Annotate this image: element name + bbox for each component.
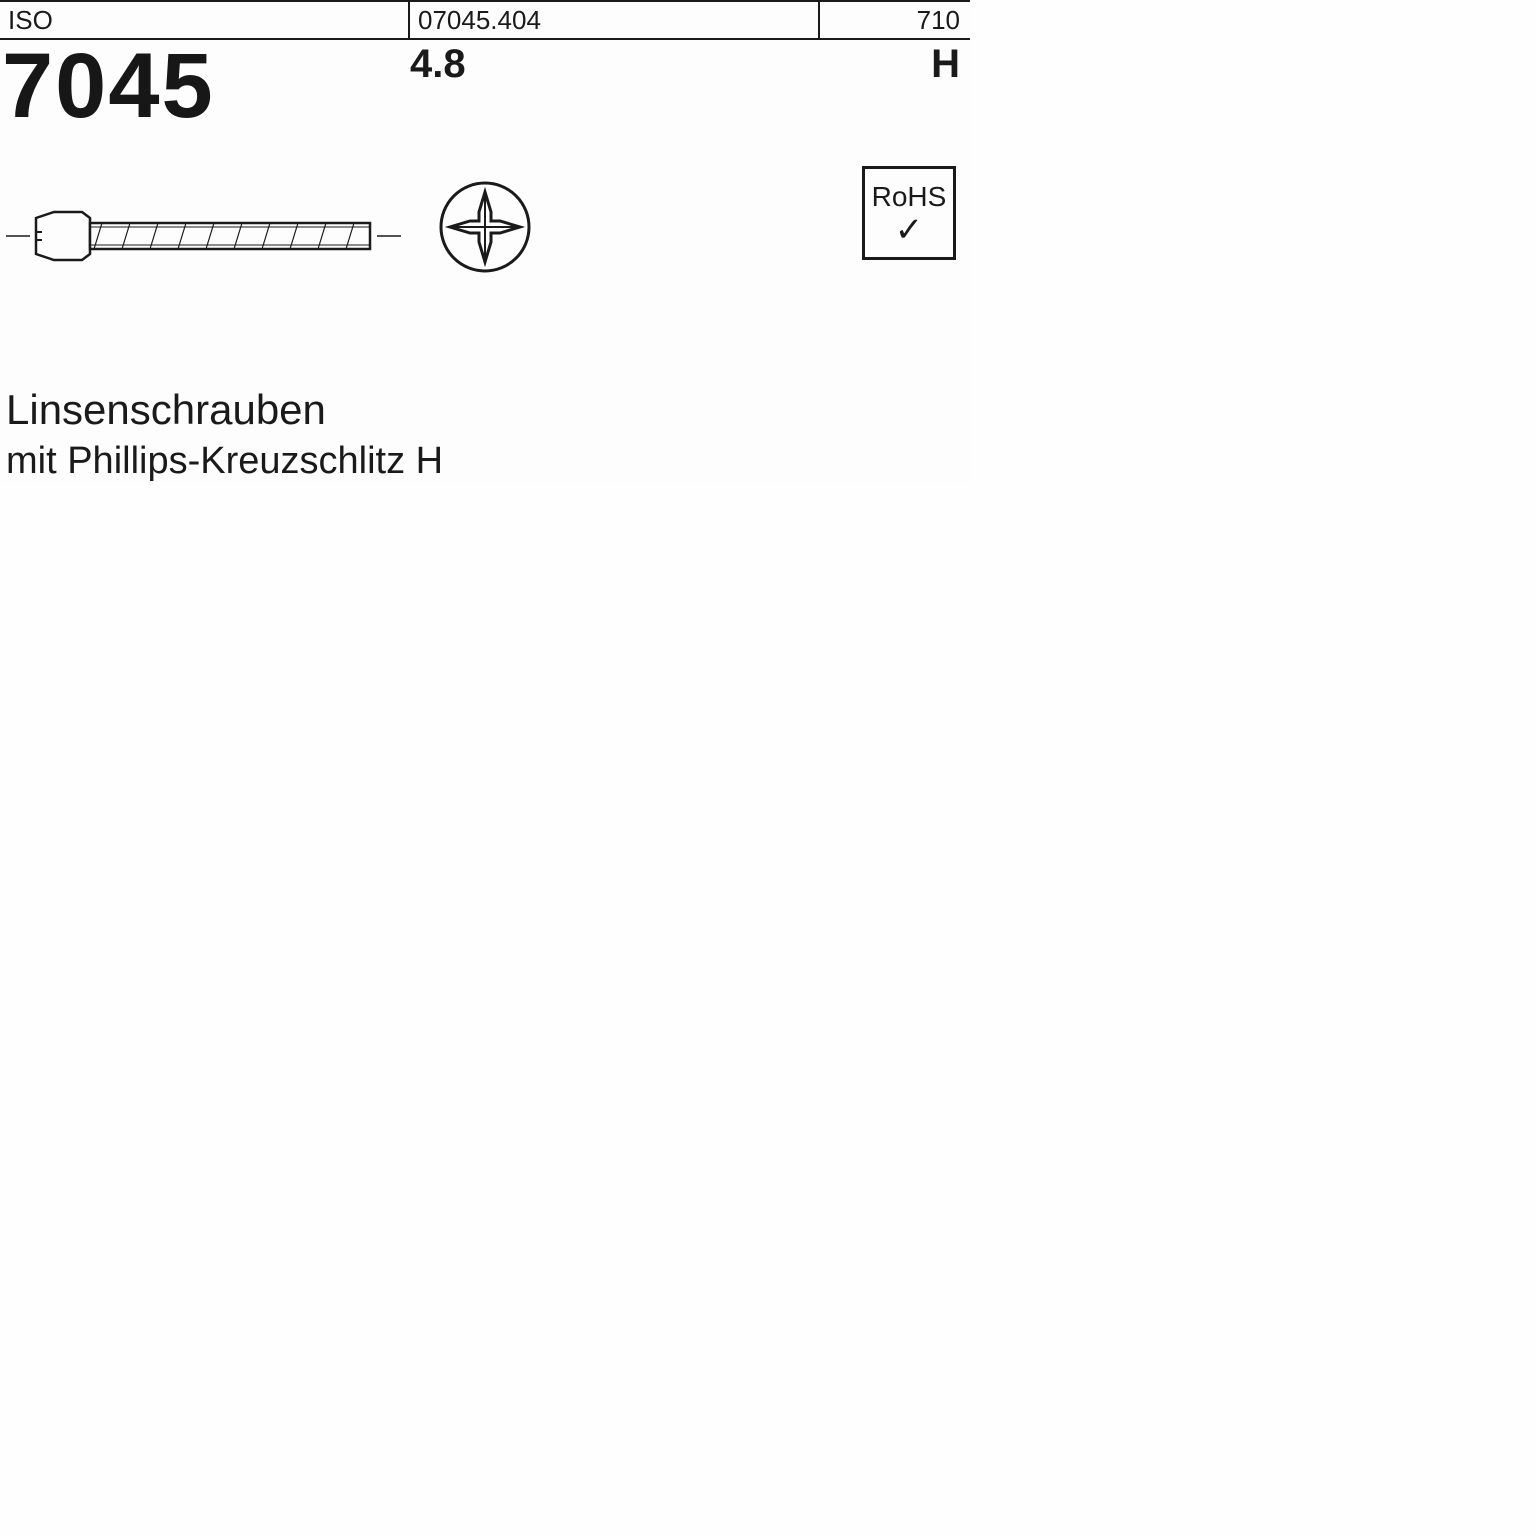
drive-type: H [820,40,970,136]
standard-label: ISO [0,2,410,38]
header-row: ISO 07045.404 710 [0,0,970,40]
strength-grade: 4.8 [410,40,820,136]
rohs-label: RoHS [872,181,947,213]
rohs-check-icon: ✓ [895,217,924,244]
code-right: 710 [820,2,970,38]
rohs-badge: RoHS ✓ [862,166,956,260]
phillips-top-icon [430,172,540,282]
desc-line2: mit Phillips-Kreuzschlitz H [6,440,970,483]
desc-line1: Linsenschrauben [6,386,970,434]
spec-sheet: ISO 07045.404 710 7045 4.8 H [0,0,970,483]
diagram-row: RoHS ✓ [0,166,970,346]
screw-side-icon [6,176,406,296]
article-number: 07045.404 [410,2,820,38]
description-block: Linsenschrauben mit Phillips-Kreuzschlit… [0,346,970,483]
title-row: 7045 4.8 H [0,40,970,136]
standard-number: 7045 [0,40,410,136]
